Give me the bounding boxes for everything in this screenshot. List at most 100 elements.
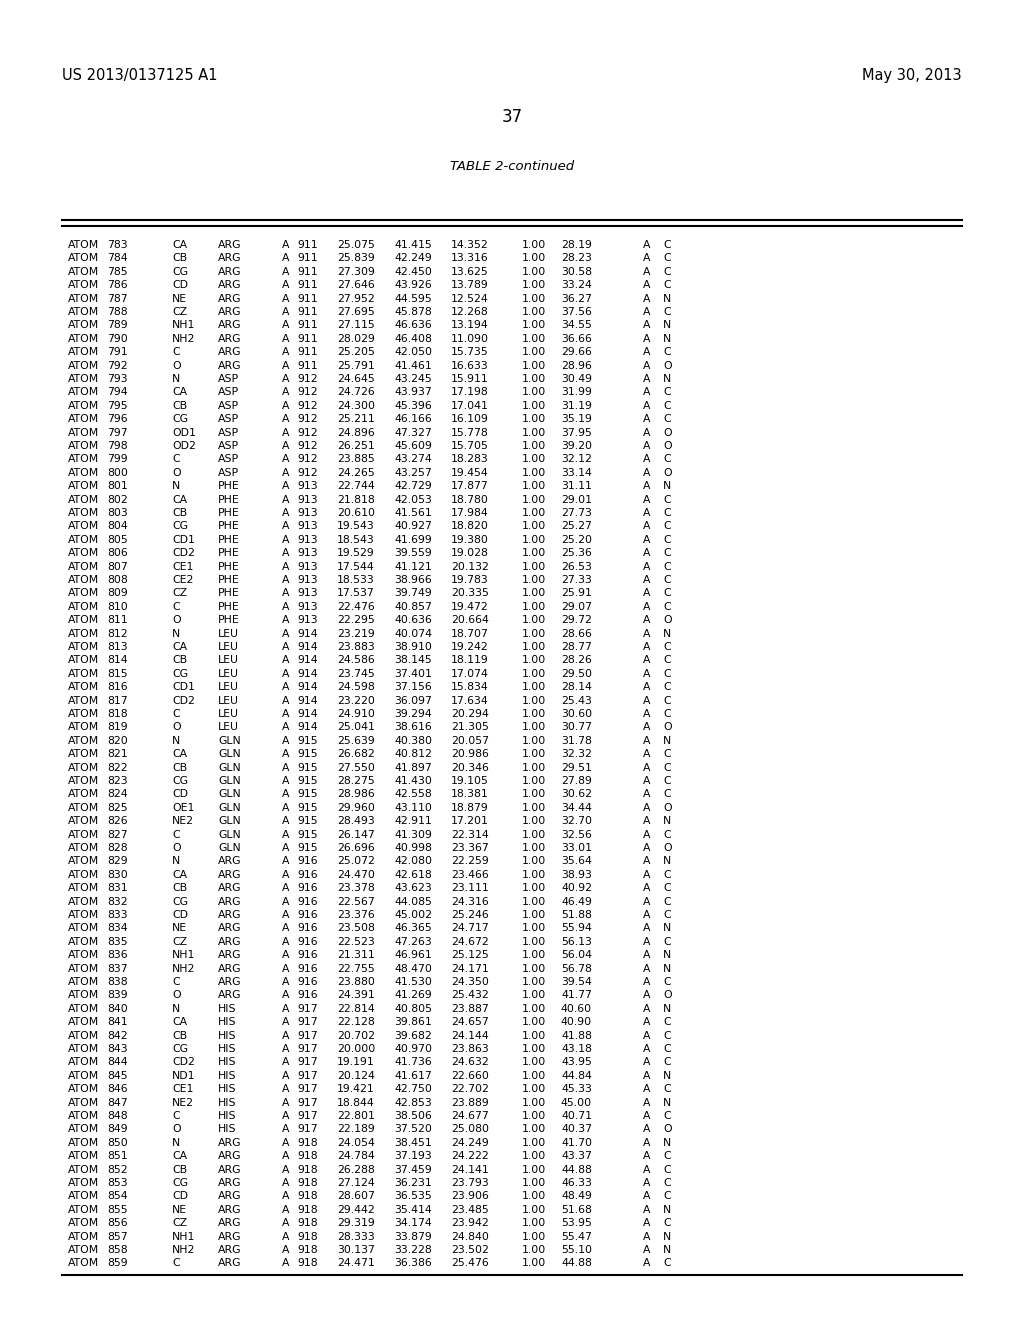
Text: A: A [643, 1044, 650, 1053]
Text: 32.56: 32.56 [561, 829, 592, 840]
Text: A: A [643, 776, 650, 785]
Text: 24.657: 24.657 [452, 1018, 489, 1027]
Text: 23.111: 23.111 [452, 883, 489, 894]
Text: A: A [283, 321, 290, 330]
Text: 913: 913 [297, 561, 318, 572]
Text: A: A [283, 669, 290, 678]
Text: A: A [643, 682, 650, 692]
Text: 40.71: 40.71 [561, 1111, 592, 1121]
Text: 24.784: 24.784 [337, 1151, 375, 1162]
Text: 25.246: 25.246 [452, 909, 489, 920]
Text: 40.927: 40.927 [394, 521, 432, 532]
Text: 852: 852 [108, 1164, 128, 1175]
Text: 918: 918 [297, 1218, 318, 1228]
Text: 48.470: 48.470 [394, 964, 432, 974]
Text: 24.677: 24.677 [452, 1111, 489, 1121]
Text: 44.84: 44.84 [561, 1071, 592, 1081]
Text: 1.00: 1.00 [522, 1192, 546, 1201]
Text: A: A [283, 1031, 290, 1040]
Text: A: A [643, 535, 650, 545]
Text: A: A [283, 467, 290, 478]
Text: 912: 912 [297, 454, 318, 465]
Text: 28.029: 28.029 [337, 334, 375, 343]
Text: 1.00: 1.00 [522, 924, 546, 933]
Text: 832: 832 [108, 896, 128, 907]
Text: 43.274: 43.274 [394, 454, 432, 465]
Text: PHE: PHE [218, 615, 240, 626]
Text: A: A [643, 454, 650, 465]
Text: 913: 913 [297, 615, 318, 626]
Text: C: C [663, 387, 671, 397]
Text: 38.93: 38.93 [561, 870, 592, 880]
Text: 912: 912 [297, 387, 318, 397]
Text: 23.376: 23.376 [337, 909, 375, 920]
Text: A: A [283, 589, 290, 598]
Text: ATOM: ATOM [68, 789, 99, 800]
Text: 848: 848 [108, 1111, 128, 1121]
Text: 1.00: 1.00 [522, 776, 546, 785]
Text: ATOM: ATOM [68, 602, 99, 611]
Text: ARG: ARG [218, 1192, 242, 1201]
Text: 22.259: 22.259 [452, 857, 489, 866]
Text: ARG: ARG [218, 937, 242, 946]
Text: 19.105: 19.105 [452, 776, 489, 785]
Text: A: A [283, 709, 290, 719]
Text: C: C [663, 1164, 671, 1175]
Text: 917: 917 [297, 1071, 318, 1081]
Text: 28.96: 28.96 [561, 360, 592, 371]
Text: 849: 849 [108, 1125, 128, 1134]
Text: ATOM: ATOM [68, 857, 99, 866]
Text: GLN: GLN [218, 816, 241, 826]
Text: ATOM: ATOM [68, 401, 99, 411]
Text: 41.77: 41.77 [561, 990, 592, 1001]
Text: ATOM: ATOM [68, 293, 99, 304]
Text: ATOM: ATOM [68, 535, 99, 545]
Text: ATOM: ATOM [68, 628, 99, 639]
Text: C: C [172, 347, 179, 358]
Text: 19.472: 19.472 [452, 602, 489, 611]
Text: 1.00: 1.00 [522, 829, 546, 840]
Text: A: A [283, 495, 290, 504]
Text: ATOM: ATOM [68, 454, 99, 465]
Text: 44.595: 44.595 [394, 293, 432, 304]
Text: A: A [643, 321, 650, 330]
Text: 46.365: 46.365 [394, 924, 432, 933]
Text: 46.166: 46.166 [394, 414, 432, 424]
Text: 53.95: 53.95 [561, 1218, 592, 1228]
Text: 913: 913 [297, 535, 318, 545]
Text: ARG: ARG [218, 883, 242, 894]
Text: 18.844: 18.844 [337, 1098, 375, 1107]
Text: ATOM: ATOM [68, 1245, 99, 1255]
Text: 41.70: 41.70 [561, 1138, 592, 1148]
Text: N: N [663, 1098, 672, 1107]
Text: C: C [663, 561, 671, 572]
Text: 814: 814 [108, 656, 128, 665]
Text: 45.00: 45.00 [561, 1098, 592, 1107]
Text: 25.839: 25.839 [337, 253, 375, 264]
Text: 819: 819 [108, 722, 128, 733]
Text: A: A [283, 334, 290, 343]
Text: 1.00: 1.00 [522, 816, 546, 826]
Text: 26.251: 26.251 [337, 441, 375, 451]
Text: A: A [643, 360, 650, 371]
Text: 1.00: 1.00 [522, 1031, 546, 1040]
Text: ASP: ASP [218, 467, 240, 478]
Text: LEU: LEU [218, 669, 239, 678]
Text: LEU: LEU [218, 682, 239, 692]
Text: A: A [283, 682, 290, 692]
Text: 44.085: 44.085 [394, 896, 432, 907]
Text: ATOM: ATOM [68, 722, 99, 733]
Text: 1.00: 1.00 [522, 321, 546, 330]
Text: 850: 850 [108, 1138, 128, 1148]
Text: ATOM: ATOM [68, 669, 99, 678]
Text: O: O [172, 1125, 180, 1134]
Text: A: A [643, 414, 650, 424]
Text: 1.00: 1.00 [522, 482, 546, 491]
Text: 29.319: 29.319 [337, 1218, 375, 1228]
Text: 43.110: 43.110 [394, 803, 432, 813]
Text: C: C [663, 750, 671, 759]
Text: 23.880: 23.880 [337, 977, 375, 987]
Text: 916: 916 [297, 896, 318, 907]
Text: 915: 915 [297, 750, 318, 759]
Text: CE2: CE2 [172, 576, 194, 585]
